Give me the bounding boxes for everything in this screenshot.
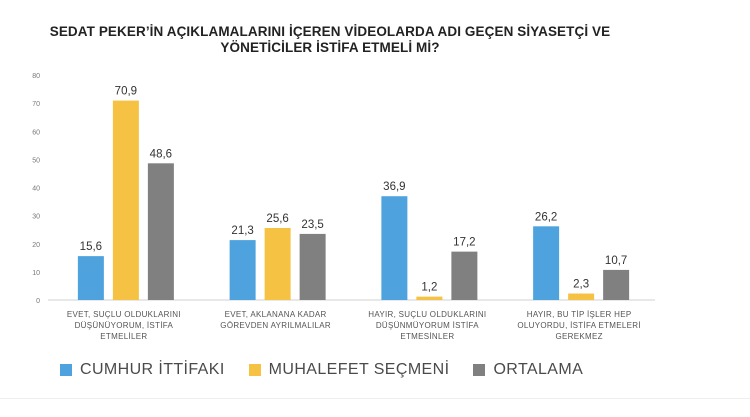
bar	[112, 100, 139, 300]
y-tick-label: 20	[32, 242, 40, 249]
category-label: ETMESİNLER	[400, 332, 454, 341]
category-label: DÜŞÜNÜYORUM, İSTİFA	[75, 321, 174, 330]
legend-swatch	[60, 364, 72, 376]
data-label: 25,6	[266, 213, 288, 225]
category-label: OLUYORDU, İSTİFA ETMELERİ	[517, 321, 641, 330]
legend-label: CUMHUR İTTİFAKI	[80, 361, 225, 378]
data-label: 23,5	[301, 219, 323, 231]
category-label: EVET, AKLANANA KADAR	[225, 310, 327, 319]
category-label: EVET, SUÇLU OLDUKLARINI	[67, 310, 181, 319]
y-tick-label: 10	[32, 270, 40, 277]
data-label: 1,2	[421, 282, 437, 294]
y-tick-label: 70	[32, 101, 40, 108]
category-label: GÖREVDEN AYRILMALILAR	[220, 321, 331, 330]
chart-title: SEDAT PEKER’İN AÇIKLAMALARINI İÇEREN VİD…	[30, 24, 630, 56]
category-label: HAYIR, SUÇLU OLDUKLARINI	[368, 310, 486, 319]
chart-legend: CUMHUR İTTİFAKI MUHALEFET SEÇMENİ ORTALAMA	[60, 358, 660, 382]
data-label: 2,3	[573, 279, 589, 291]
bar	[229, 240, 256, 300]
bar	[381, 196, 408, 300]
data-label: 36,9	[383, 181, 405, 193]
y-tick-label: 30	[32, 214, 40, 221]
bar	[299, 233, 326, 300]
bar	[451, 251, 478, 300]
bar	[416, 296, 443, 300]
data-label: 15,6	[80, 241, 102, 253]
bar	[147, 163, 174, 300]
category-label: HAYIR, BU TİP İŞLER HEP	[527, 310, 632, 319]
bar	[264, 228, 291, 300]
chart-title-line-1: SEDAT PEKER’İN AÇIKLAMALARINI İÇEREN VİD…	[49, 24, 611, 39]
data-label: 21,3	[231, 225, 253, 237]
y-tick-label: 50	[32, 157, 40, 164]
category-label: GEREKMEZ	[555, 332, 602, 341]
right-margin	[682, 0, 750, 417]
legend-item: ORTALAMA	[473, 361, 583, 379]
data-label: 48,6	[150, 148, 172, 160]
y-tick-label: 80	[32, 73, 40, 80]
y-tick-label: 60	[32, 129, 40, 136]
bar	[533, 226, 560, 300]
data-label: 26,2	[535, 211, 557, 223]
legend-label: MUHALEFET SEÇMENİ	[268, 361, 450, 378]
category-label: DÜŞÜNMÜYORUM İSTİFA	[376, 321, 479, 330]
data-label: 17,2	[453, 237, 475, 249]
data-label: 10,7	[605, 255, 627, 267]
bar	[603, 269, 630, 300]
category-label: ETMELİLER	[100, 332, 147, 341]
legend-item: MUHALEFET SEÇMENİ	[248, 361, 450, 379]
legend-swatch	[473, 364, 486, 376]
bar	[568, 293, 595, 300]
legend-swatch	[248, 364, 261, 376]
chart-title-line-2: YÖNETİCİLER İSTİFA ETMELİ Mİ?	[220, 40, 440, 55]
y-tick-label: 0	[36, 298, 40, 305]
legend-label: ORTALAMA	[493, 361, 584, 378]
y-tick-label: 40	[32, 186, 40, 193]
data-label: 70,9	[115, 86, 137, 98]
bar	[77, 256, 104, 300]
bottom-divider	[0, 398, 750, 399]
legend-item: CUMHUR İTTİFAKI	[60, 361, 225, 379]
